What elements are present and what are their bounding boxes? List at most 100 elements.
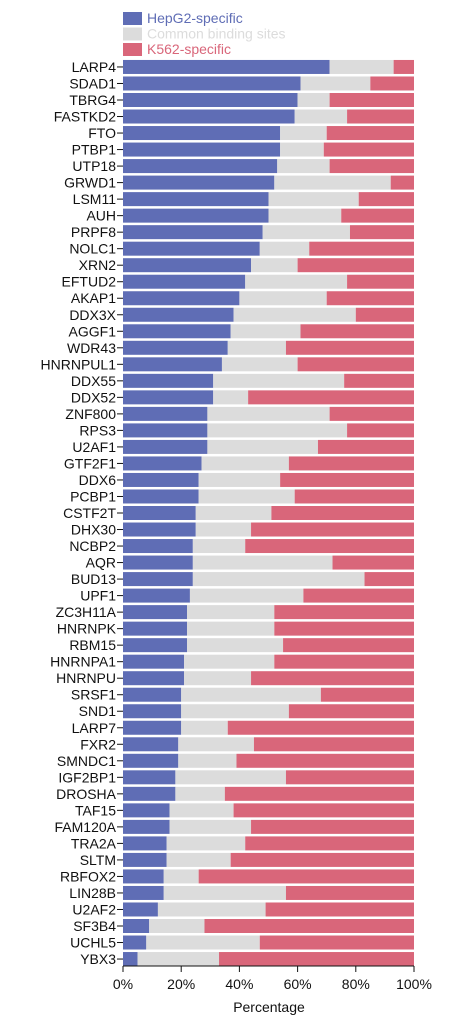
bar-HNRNPUL1-2 [297,357,414,372]
bar-DDX52-1 [213,390,249,405]
bar-AUH-2 [341,208,414,223]
category-label: DROSHA [56,786,117,802]
category-label: DDX52 [71,389,116,405]
bar-DDX6-0 [123,472,199,487]
bar-AGGF1-1 [230,324,301,339]
category-label: FASTKD2 [54,109,116,125]
bar-ZC3H11A-1 [187,605,275,620]
bar-DDX3X-2 [355,307,414,322]
bar-HNRNPK-2 [274,621,414,636]
bar-TAF15-1 [169,803,234,818]
category-label: LSM11 [73,191,117,207]
bar-TRA2A-1 [166,836,246,851]
category-label: DDX6 [79,472,117,488]
bar-PTBP1-0 [123,142,281,157]
category-label: IGF2BP1 [58,769,116,785]
bar-DHX30-0 [123,522,196,537]
bar-HNRNPU-2 [251,671,414,686]
bar-LARP4-1 [329,59,394,74]
bar-NOLC1-1 [259,241,310,256]
bar-area [123,59,414,967]
bar-SLTM-2 [230,852,414,867]
category-label: ZC3H11A [56,604,117,620]
category-label: DDX55 [71,373,116,389]
bar-NCBP2-1 [192,539,246,554]
legend-label-1: Common binding sites [147,26,286,42]
legend-swatch-2 [123,43,142,56]
bar-AKAP1-2 [326,291,414,306]
category-label: TAF15 [75,802,116,818]
legend-swatch-1 [123,27,142,41]
bar-U2AF1-0 [123,439,208,454]
category-label: RPS3 [79,422,116,438]
bar-DDX55-1 [213,373,345,388]
bar-SND1-1 [181,704,289,719]
bar-IGF2BP1-1 [175,770,286,785]
bar-LIN28B-0 [123,885,164,900]
category-label: PCBP1 [70,488,116,504]
bar-LARP4-2 [393,59,414,74]
bar-DDX6-1 [198,472,281,487]
bar-PRPF8-0 [123,225,263,240]
bar-UPF1-0 [123,588,190,603]
category-label: DHX30 [71,522,116,538]
bar-LARP7-1 [181,720,228,735]
bar-DHX30-1 [195,522,252,537]
bar-HNRNPK-1 [187,621,275,636]
x-tick-label: 80% [342,976,370,992]
bar-AGGF1-0 [123,324,231,339]
bar-SDAD1-1 [300,76,371,91]
bar-HNRNPUL1-1 [221,357,298,372]
category-label: NOLC1 [69,241,116,257]
bar-SND1-0 [123,704,182,719]
bar-DROSHA-1 [175,786,225,801]
bar-WDR43-0 [123,340,228,355]
x-axis: 0% 20% 40% 60% 80% 100% [113,965,432,992]
bar-FXR2-0 [123,737,179,752]
category-label: AQR [86,555,116,571]
bar-SMNDC1-1 [178,753,237,768]
bar-GRWD1-0 [123,175,275,190]
category-label: LARP4 [72,59,117,75]
bar-HNRNPA1-2 [274,654,414,669]
bar-AUH-0 [123,208,269,223]
bar-SLTM-0 [123,852,167,867]
bar-TRA2A-2 [245,836,414,851]
bar-NOLC1-0 [123,241,260,256]
bar-RPS3-0 [123,423,208,438]
category-label: U2AF1 [72,439,116,455]
bar-XRN2-1 [251,258,298,273]
legend-label-2: K562-specific [147,41,231,57]
bar-GTF2F1-2 [288,456,414,471]
bar-DDX3X-0 [123,307,234,322]
bar-NCBP2-2 [245,539,414,554]
bar-TRA2A-0 [123,836,167,851]
bar-RPS3-2 [347,423,414,438]
category-label: GRWD1 [64,175,116,191]
category-label: NCBP2 [69,538,116,554]
bar-TAF15-0 [123,803,170,818]
bar-EFTUD2-0 [123,274,246,289]
bar-HNRNPA1-1 [184,654,275,669]
bar-U2AF1-2 [317,439,414,454]
bar-ZNF800-2 [329,406,414,421]
category-label: FTO [88,125,116,141]
bar-AGGF1-2 [300,324,414,339]
bar-SLTM-1 [166,852,231,867]
bar-FTO-0 [123,126,281,141]
bar-DDX52-0 [123,390,214,405]
category-label: XRN2 [79,257,117,273]
bar-EFTUD2-1 [245,274,348,289]
category-label: UPF1 [80,588,116,604]
bar-IGF2BP1-2 [285,770,414,785]
bar-DDX55-0 [123,373,214,388]
bar-RBFOX2-0 [123,869,164,884]
category-label: AUH [86,208,116,224]
bar-UCHL5-2 [259,935,414,950]
bar-PTBP1-2 [323,142,414,157]
bar-U2AF2-2 [265,902,414,917]
bar-U2AF1-1 [207,439,318,454]
bar-HNRNPUL1-0 [123,357,222,372]
